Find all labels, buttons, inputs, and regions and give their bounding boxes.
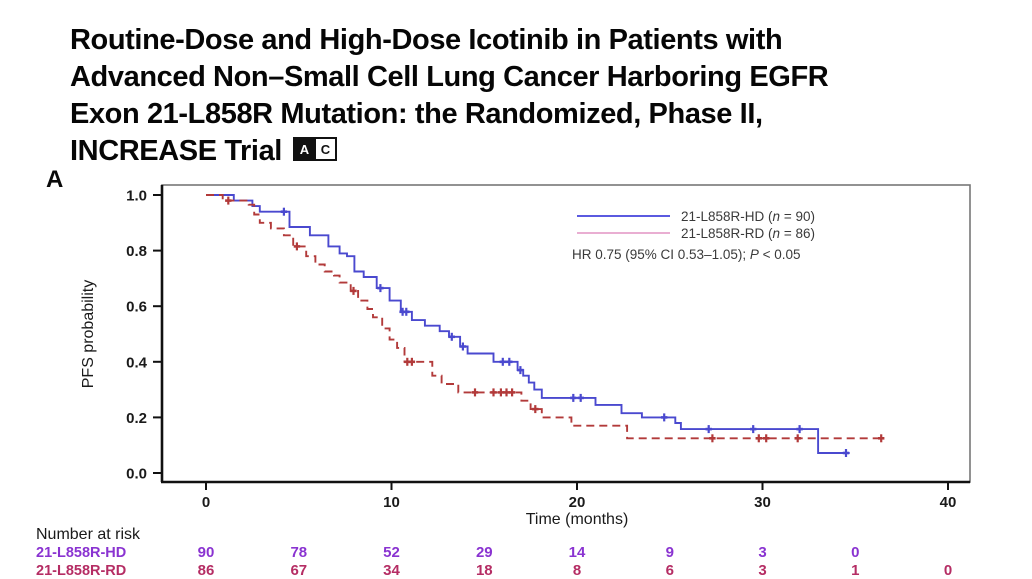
y-tick-label: 0.0 (126, 466, 147, 483)
y-tick-label: 0.4 (126, 354, 148, 371)
km-curve-rd (206, 194, 885, 440)
y-axis-title: PFS probability (80, 280, 97, 389)
risk-value: 6 (666, 562, 674, 579)
risk-value: 1 (851, 562, 859, 579)
legend-label-rd: 21-L858R-RD (n = 86) (681, 226, 815, 241)
x-axis-title: Time (months) (526, 511, 629, 528)
panel-label-a: A (46, 166, 64, 193)
y-tick-label: 1.0 (126, 188, 147, 205)
x-tick-label: 0 (202, 494, 210, 511)
risk-value: 29 (476, 544, 493, 561)
hr-annotation: HR 0.75 (95% CI 0.53–1.05); P < 0.05 (572, 247, 801, 262)
risk-value: 52 (383, 544, 400, 561)
title-line-1: Routine-Dose and High-Dose Icotinib in P… (70, 24, 783, 56)
risk-value: 8 (573, 562, 581, 579)
x-tick-label: 30 (754, 494, 771, 511)
slide-title: Routine-Dose and High-Dose Icotinib in P… (70, 22, 1010, 170)
risk-row-label-rd: 21-L858R-RD (36, 563, 126, 579)
risk-value: 0 (944, 562, 952, 579)
badge-c-icon[interactable]: C (313, 139, 335, 160)
risk-value: 34 (383, 562, 400, 579)
risk-value: 78 (290, 544, 307, 561)
y-tick-label: 0.2 (126, 410, 147, 427)
risk-value: 3 (758, 562, 766, 579)
risk-value: 3 (758, 544, 766, 561)
title-line-3: Exon 21-L858R Mutation: the Randomized, … (70, 98, 763, 130)
x-tick-label: 10 (383, 494, 400, 511)
title-line-2: Advanced Non–Small Cell Lung Cancer Harb… (70, 61, 829, 93)
km-curve-hd (206, 194, 850, 454)
risk-value: 90 (198, 544, 215, 561)
badge-a-icon[interactable]: A (294, 139, 314, 160)
risk-value: 18 (476, 562, 493, 579)
risk-row-label-hd: 21-L858R-HD (36, 545, 126, 561)
risk-table-header: Number at risk (36, 526, 141, 543)
y-tick-label: 0.6 (126, 299, 147, 316)
title-line-4-text: INCREASE Trial (70, 135, 282, 167)
risk-value: 67 (290, 562, 307, 579)
risk-value: 86 (198, 562, 215, 579)
y-tick-label: 0.8 (126, 243, 147, 260)
x-tick-label: 20 (569, 494, 586, 511)
title-line-4: INCREASE Trial A C (70, 133, 1010, 170)
risk-value: 9 (666, 544, 674, 561)
x-tick-label: 40 (940, 494, 957, 511)
risk-value: 14 (569, 544, 586, 561)
legend-label-hd: 21-L858R-HD (n = 90) (681, 209, 815, 224)
risk-value: 0 (851, 544, 859, 561)
